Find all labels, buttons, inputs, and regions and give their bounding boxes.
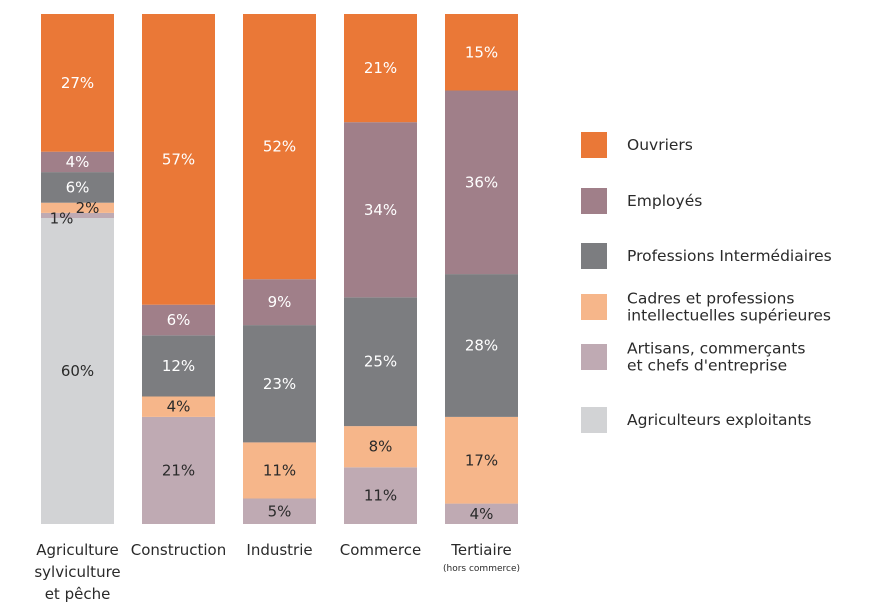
legend-label: Employés xyxy=(627,192,702,210)
bar-segment-ouvriers-3 xyxy=(344,14,417,123)
bar-segment-cadres-et-professions-2 xyxy=(243,442,316,499)
bar-segment-employes-1 xyxy=(142,304,215,336)
bar-segment-cadres-et-professions-3 xyxy=(344,426,417,468)
legend-swatch-cadres-et-professions xyxy=(581,294,607,320)
data-label: 57% xyxy=(162,150,195,168)
bar-segment-artisans-commercants-4 xyxy=(445,503,518,524)
data-label: 17% xyxy=(465,451,498,469)
data-label: 52% xyxy=(263,138,296,156)
data-label: 9% xyxy=(268,293,292,311)
data-label: 1% xyxy=(50,209,74,227)
bar-segment-employes-2 xyxy=(243,279,316,326)
data-label: 34% xyxy=(364,201,397,219)
legend: Ouvriers Employés Professions Intermédiair… xyxy=(581,132,832,433)
legend-swatch-artisans-commercants xyxy=(581,344,607,370)
data-label: 27% xyxy=(61,74,94,92)
bar-segment-professions-intermediaires-4 xyxy=(445,274,518,417)
bar-segment-professions-intermediaires-3 xyxy=(344,297,417,427)
category-labels: Agriculture sylviculture et pêche Construct… xyxy=(34,541,520,603)
legend-label: Artisans, commerçants et chefs d'entrepri… xyxy=(627,340,805,375)
bar-segment-agriculteurs-exploitants-0 xyxy=(41,218,114,524)
bar-segment-cadres-et-professions-4 xyxy=(445,416,518,504)
legend-label: Cadres et professions intellectuelles sup… xyxy=(627,290,831,325)
data-label: 25% xyxy=(364,353,397,371)
legend-label: Ouvriers xyxy=(627,136,693,154)
category-label: Industrie xyxy=(246,541,312,559)
data-label: 6% xyxy=(66,178,90,196)
data-label: 28% xyxy=(465,337,498,355)
bars: 60% 1%2% 6% 4% 27% 21% 4% 12% 6% 57% 5% 11% 23% 9% 52%… xyxy=(41,14,518,524)
data-label: 4% xyxy=(167,398,191,416)
bar-segment-ouvriers-1 xyxy=(142,14,215,305)
category-label: Commerce xyxy=(340,541,421,559)
data-label: 11% xyxy=(263,461,296,479)
data-label: 6% xyxy=(167,311,191,329)
data-label: 15% xyxy=(465,43,498,61)
bar-segment-cadres-et-professions-1 xyxy=(142,396,215,417)
data-label: 21% xyxy=(162,461,195,479)
data-label: 4% xyxy=(470,505,494,523)
bar-segment-artisans-commercants-0 xyxy=(41,212,114,218)
data-label: 11% xyxy=(364,487,397,505)
data-label: 36% xyxy=(465,173,498,191)
category-label: Construction xyxy=(131,541,227,559)
category-label: Tertiaire xyxy=(450,541,511,559)
legend-label: Agriculteurs exploitants xyxy=(627,411,812,429)
bar-segment-artisans-commercants-1 xyxy=(142,416,215,524)
legend-swatch-employes xyxy=(581,188,607,214)
bar-segment-cadres-et-professions-0 xyxy=(41,202,114,213)
data-label: 4% xyxy=(66,153,90,171)
bar-segment-ouvriers-2 xyxy=(243,14,316,280)
bar-segment-ouvriers-4 xyxy=(445,14,518,91)
category-label: et pêche xyxy=(45,585,111,603)
category-label: sylviculture xyxy=(34,563,120,581)
data-label: 8% xyxy=(369,438,393,456)
data-label: 5% xyxy=(268,502,292,520)
data-label: 23% xyxy=(263,375,296,393)
bar-segment-professions-intermediaires-2 xyxy=(243,325,316,443)
bar-segment-artisans-commercants-2 xyxy=(243,498,316,524)
data-label: 21% xyxy=(364,59,397,77)
data-label: 60% xyxy=(61,362,94,380)
category-label: Agriculture xyxy=(36,541,119,559)
bar-segment-employes-3 xyxy=(344,122,417,298)
legend-swatch-agriculteurs-exploitants xyxy=(581,407,607,433)
data-label: 2% xyxy=(76,199,100,217)
bar-segment-ouvriers-0 xyxy=(41,14,114,152)
data-label: 12% xyxy=(162,357,195,375)
bar-segment-professions-intermediaires-1 xyxy=(142,335,215,397)
bar-segment-professions-intermediaires-0 xyxy=(41,172,114,203)
bar-segment-artisans-commercants-3 xyxy=(344,467,417,524)
bar-segment-employes-4 xyxy=(445,90,518,275)
legend-swatch-professions-intermediaires xyxy=(581,243,607,269)
legend-label: Professions Intermédiaires xyxy=(627,247,832,265)
bar-segment-employes-0 xyxy=(41,151,114,173)
legend-swatch-ouvriers xyxy=(581,132,607,158)
category-sublabel: (hors commerce) xyxy=(443,564,520,574)
